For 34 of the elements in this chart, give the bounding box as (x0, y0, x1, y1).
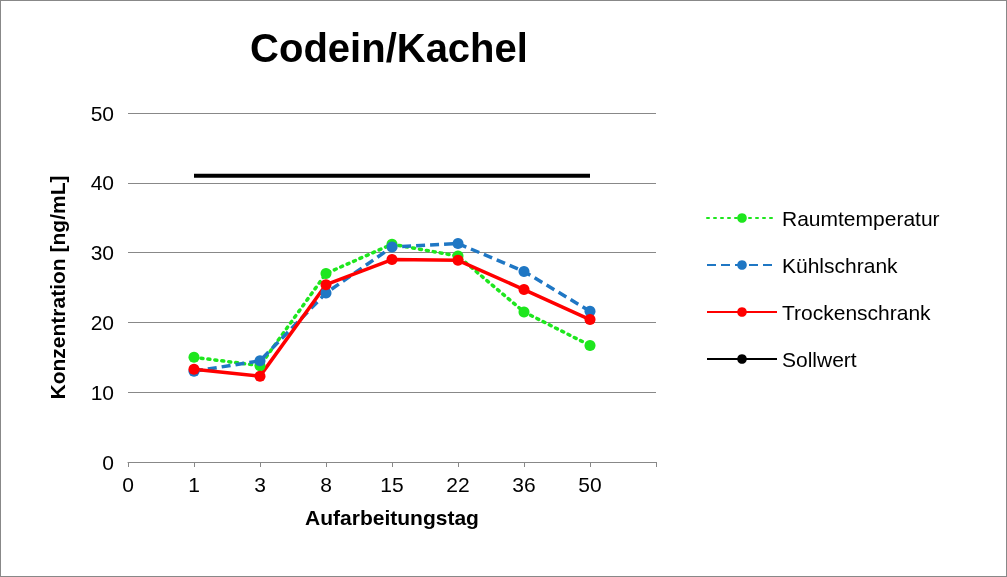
point (518, 284, 530, 296)
x-axis-title: Aufarbeitungstag (305, 506, 479, 529)
legend-label: Raumtemperatur (782, 206, 940, 230)
point (320, 268, 332, 280)
x-tick-label: 50 (578, 473, 602, 496)
legend-label: Sollwert (782, 347, 857, 371)
point (254, 370, 266, 382)
legend-label: Trockenschrank (782, 300, 932, 324)
x-tick-label: 36 (512, 473, 536, 496)
y-tick-label: 0 (102, 450, 114, 474)
point (188, 351, 200, 363)
x-tick-label: 1 (188, 473, 200, 496)
y-tick-label: 30 (90, 241, 114, 265)
x-tick-label: 0 (122, 473, 134, 496)
x-tick-label: 8 (320, 473, 332, 496)
chart-title: Codein/Kachel (250, 26, 528, 70)
y-axis-title: Konzentration [ng/mL] (46, 175, 69, 400)
point (584, 339, 596, 351)
point (452, 238, 464, 250)
point (518, 265, 530, 277)
y-tick-label: 40 (90, 171, 114, 195)
point (452, 254, 464, 266)
legend-label: Kühlschrank (782, 253, 899, 277)
x-tick-label: 22 (446, 473, 470, 496)
x-tick-label: 3 (254, 473, 266, 496)
x-tick-label: 15 (380, 473, 404, 496)
y-tick-label: 20 (90, 310, 114, 334)
point (254, 355, 266, 367)
point (320, 279, 332, 291)
y-tick-label: 50 (90, 101, 114, 125)
y-tick-label: 10 (90, 380, 114, 404)
point (518, 306, 530, 318)
point (584, 314, 596, 326)
point (386, 254, 398, 266)
